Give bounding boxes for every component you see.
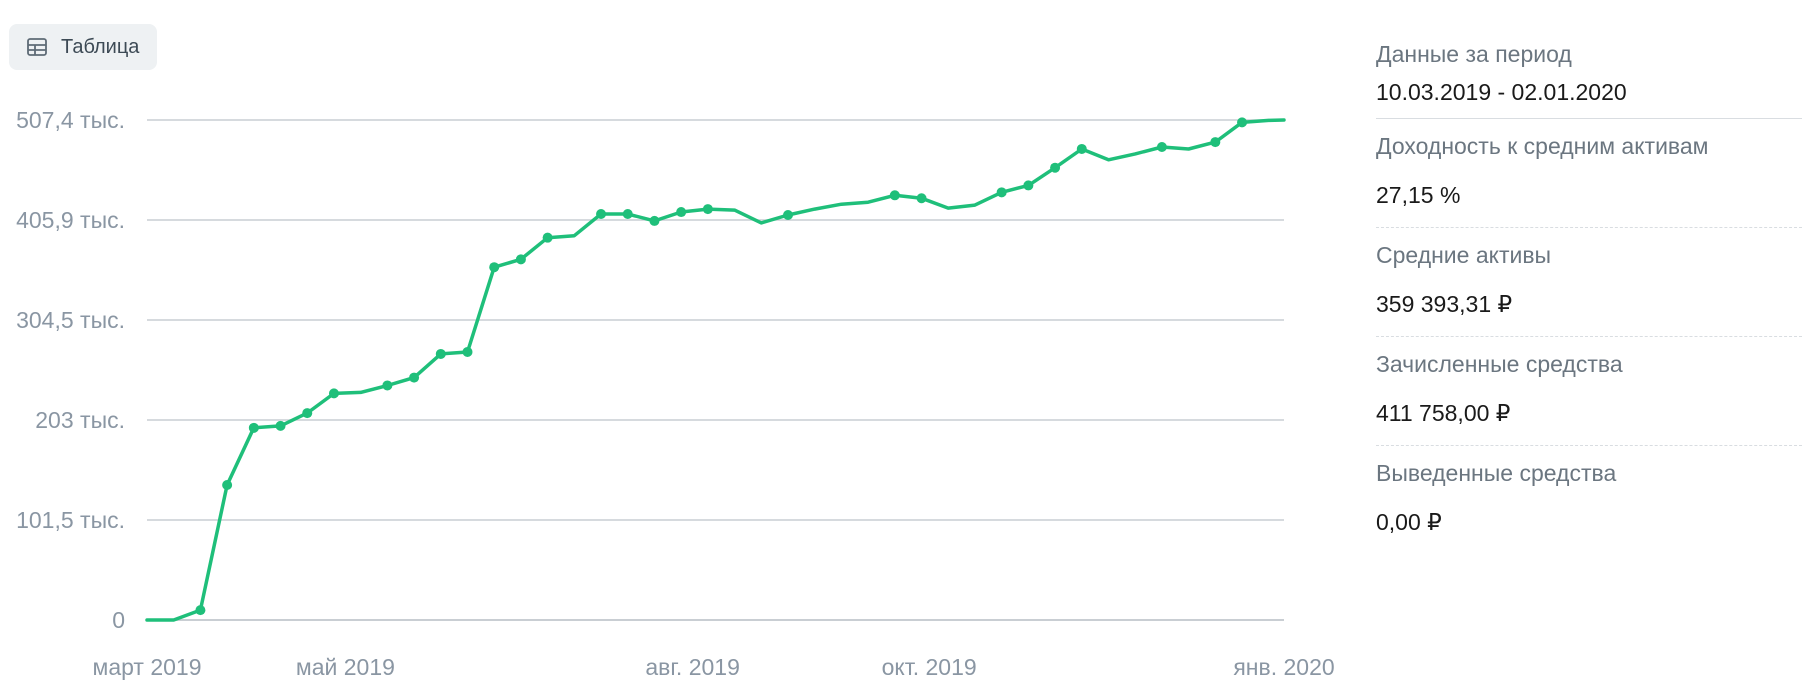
data-point [1076, 143, 1087, 154]
x-axis-ticks: март 2019 май 2019 авг. 2019 окт. 2019 янв. … [93, 654, 1335, 680]
stat-value: 359 393,31 ₽ [1376, 291, 1513, 317]
data-point [649, 215, 660, 226]
stat-deposited: Зачисленные средства 411 758,00 ₽ [1376, 337, 1802, 446]
data-point [248, 422, 259, 433]
data-point [1023, 180, 1034, 191]
x-tick-label: май 2019 [296, 654, 395, 680]
data-point [195, 605, 206, 616]
series-line [145, 118, 1286, 622]
summary-panel: Данные за период 10.03.2019 - 02.01.2020… [1376, 32, 1802, 554]
data-point [702, 204, 713, 215]
data-point [462, 346, 473, 357]
x-tick-label: окт. 2019 [882, 654, 977, 680]
data-point [328, 388, 339, 399]
table-icon [27, 38, 47, 56]
stat-value: 0,00 ₽ [1376, 509, 1442, 535]
data-point [1050, 162, 1061, 173]
y-axis-ticks: 0 101,5 тыс. 203 тыс. 304,5 тыс. 405,9 тыс. 5… [16, 107, 125, 633]
stat-withdrawn: Выведенные средства 0,00 ₽ [1376, 446, 1802, 554]
x-tick-label: авг. 2019 [645, 654, 740, 680]
line-chart: 0 101,5 тыс. 203 тыс. 304,5 тыс. 405,9 тыс. 5… [16, 107, 1335, 680]
y-tick-label: 304,5 тыс. [16, 307, 125, 333]
data-point [889, 190, 900, 201]
data-point [542, 232, 553, 243]
stat-label: Выведенные средства [1376, 460, 1617, 486]
stat-value: 27,15 % [1376, 182, 1461, 208]
data-point [1156, 142, 1167, 153]
stat-label: Средние активы [1376, 242, 1552, 268]
y-tick-label: 0 [112, 607, 125, 633]
data-point [596, 209, 607, 220]
y-tick-label: 405,9 тыс. [16, 207, 125, 233]
stat-value: 411 758,00 ₽ [1376, 400, 1511, 426]
data-point [275, 420, 286, 431]
stat-value: 10.03.2019 - 02.01.2020 [1376, 79, 1627, 105]
data-point [435, 348, 446, 359]
table-view-label: Таблица [61, 35, 140, 58]
stat-label: Зачисленные средства [1376, 351, 1623, 377]
y-tick-label: 203 тыс. [35, 407, 125, 433]
data-point [409, 372, 420, 383]
grid [147, 119, 1284, 621]
data-point [916, 193, 927, 204]
stat-label: Данные за период [1376, 41, 1572, 67]
stat-label: Доходность к средним активам [1376, 133, 1709, 159]
stat-average-assets: Средние активы 359 393,31 ₽ [1376, 228, 1802, 337]
data-point [622, 209, 633, 220]
data-point [515, 254, 526, 265]
data-point [302, 408, 313, 419]
data-point [1237, 117, 1248, 128]
stat-yield: Доходность к средним активам 27,15 % [1376, 119, 1802, 228]
data-point [676, 207, 687, 218]
data-points [195, 117, 1248, 616]
x-tick-label: март 2019 [93, 654, 202, 680]
y-tick-label: 507,4 тыс. [16, 107, 125, 133]
x-tick-label: янв. 2020 [1233, 654, 1334, 680]
data-point [1210, 137, 1221, 148]
data-point [782, 209, 793, 220]
data-point [382, 380, 393, 391]
data-point [222, 479, 233, 490]
stat-period: Данные за период 10.03.2019 - 02.01.2020 [1376, 32, 1802, 119]
y-tick-label: 101,5 тыс. [16, 507, 125, 533]
table-view-button[interactable]: Таблица [9, 24, 158, 70]
data-point [489, 262, 500, 273]
data-point [996, 187, 1007, 198]
